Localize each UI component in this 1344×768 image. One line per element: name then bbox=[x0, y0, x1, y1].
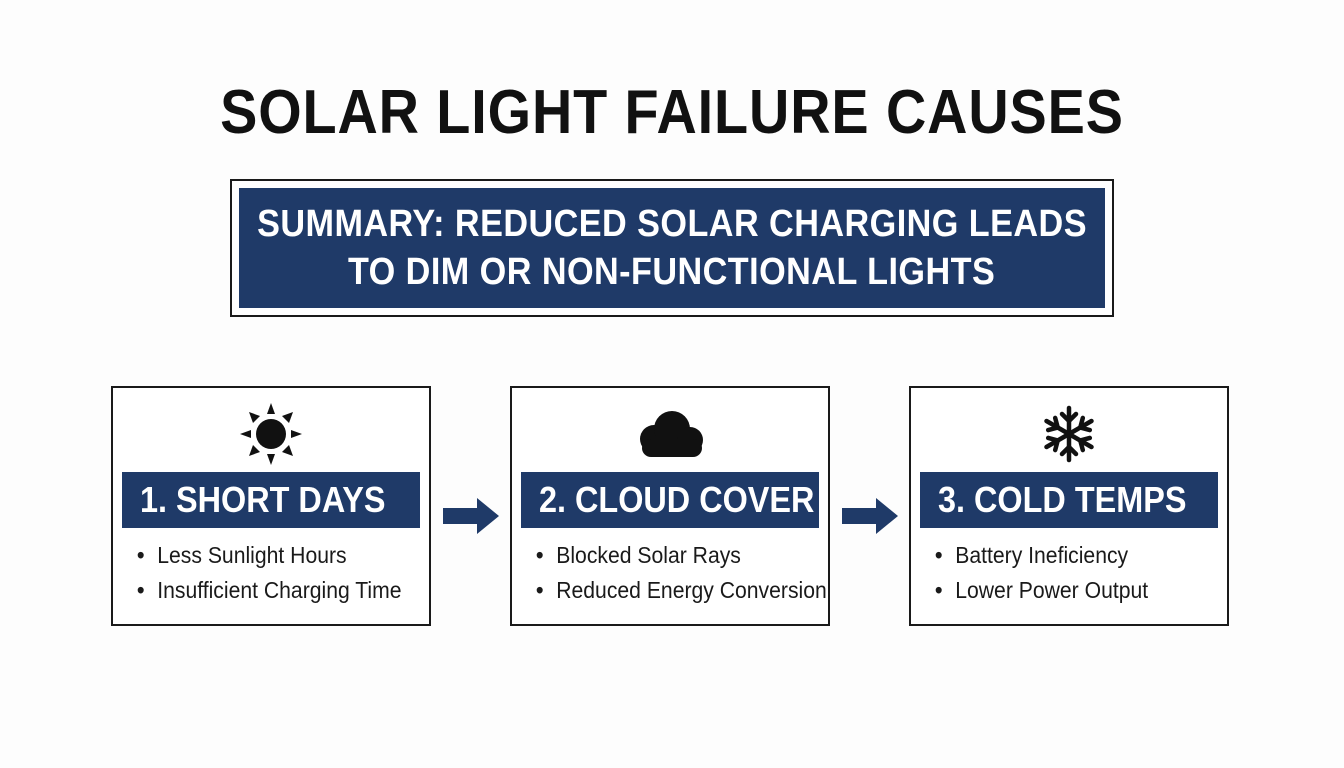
card-heading-text: 3. COLD TEMPS bbox=[938, 479, 1187, 520]
sun-icon bbox=[113, 402, 429, 466]
list-item: • Insufficient Charging Time bbox=[137, 573, 402, 608]
summary-panel: SUMMARY: REDUCED SOLAR CHARGING LEADS TO… bbox=[239, 188, 1105, 308]
summary-line-2: TO DIM OR NON-FUNCTIONAL LIGHTS bbox=[348, 251, 996, 293]
cause-card-cold-temps: 3. COLD TEMPS • Battery Ineficiency • Lowe… bbox=[909, 386, 1229, 626]
bullet-icon: • bbox=[137, 542, 145, 568]
bullet-icon: • bbox=[536, 577, 544, 603]
card-heading-text: 2. CLOUD COVER bbox=[539, 479, 815, 520]
list-item: • Reduced Energy Conversion bbox=[536, 573, 827, 608]
list-item-text: Insufficient Charging Time bbox=[157, 577, 402, 603]
cause-card-short-days: 1. SHORT DAYS • Less Sunlight Hours • Insu… bbox=[111, 386, 431, 626]
list-item: • Lower Power Output bbox=[935, 573, 1148, 608]
list-item: • Battery Ineficiency bbox=[935, 538, 1148, 573]
list-item-text: Lower Power Output bbox=[955, 577, 1149, 603]
list-item-text: Reduced Energy Conversion bbox=[556, 577, 827, 603]
cause-card-cloud-cover: 2. CLOUD COVER • Blocked Solar Rays • Redu… bbox=[510, 386, 830, 626]
bullet-icon: • bbox=[935, 542, 943, 568]
card-heading: 3. COLD TEMPS bbox=[920, 472, 1218, 528]
list-item: • Blocked Solar Rays bbox=[536, 538, 827, 573]
summary-box: SUMMARY: REDUCED SOLAR CHARGING LEADS TO… bbox=[230, 179, 1114, 317]
cloud-icon bbox=[512, 402, 828, 466]
card-heading: 1. SHORT DAYS bbox=[122, 472, 420, 528]
bullet-icon: • bbox=[935, 577, 943, 603]
list-item-text: Less Sunlight Hours bbox=[157, 542, 347, 568]
list-item: • Less Sunlight Hours bbox=[137, 538, 402, 573]
card-bullet-list: • Battery Ineficiency • Lower Power Output bbox=[935, 538, 1167, 608]
summary-line-1: SUMMARY: REDUCED SOLAR CHARGING LEADS bbox=[257, 203, 1087, 245]
card-bullet-list: • Less Sunlight Hours • Insufficient Charg… bbox=[137, 538, 425, 608]
card-bullet-list: • Blocked Solar Rays • Reduced Energy Conv… bbox=[536, 538, 852, 608]
page-title: SOLAR LIGHT FAILURE CAUSES bbox=[220, 78, 1124, 147]
list-item-text: Battery Ineficiency bbox=[955, 542, 1129, 568]
bullet-icon: • bbox=[137, 577, 145, 603]
arrow-right-icon bbox=[443, 494, 499, 538]
list-item-text: Blocked Solar Rays bbox=[556, 542, 741, 568]
arrow-right-icon bbox=[842, 494, 898, 538]
snowflake-icon bbox=[911, 402, 1227, 466]
bullet-icon: • bbox=[536, 542, 544, 568]
card-heading: 2. CLOUD COVER bbox=[521, 472, 819, 528]
card-heading-text: 1. SHORT DAYS bbox=[140, 479, 386, 520]
